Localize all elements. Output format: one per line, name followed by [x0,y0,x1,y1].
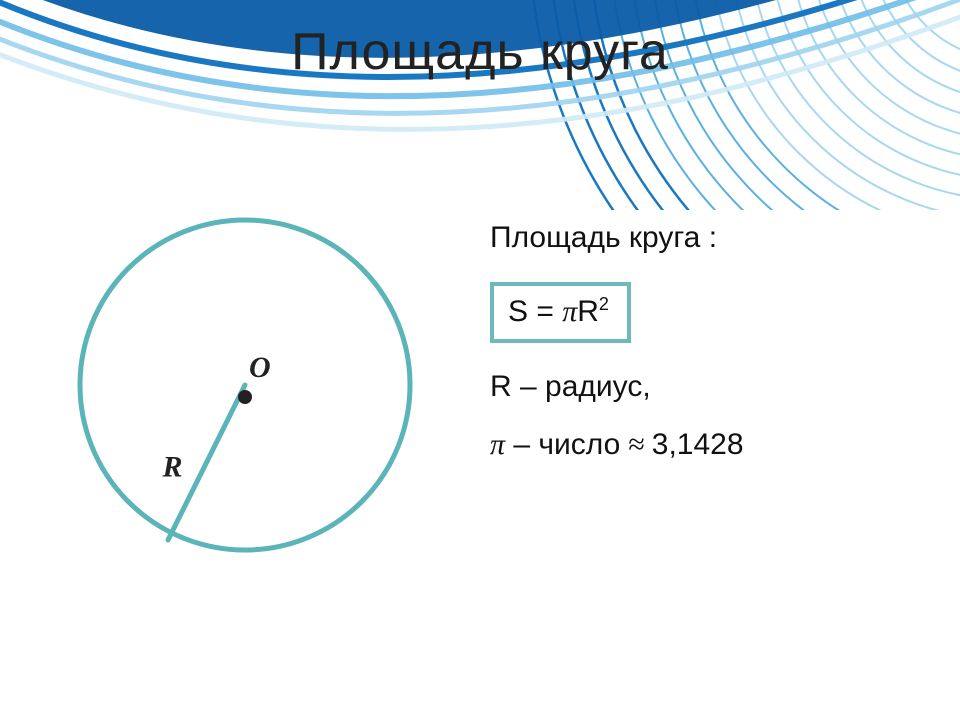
circle-figure: O R [60,200,430,570]
svg-text:O: O [249,351,271,384]
sym-pi2: π [490,428,505,461]
formula-expression: S = πR2 [508,295,609,328]
sym-exp: 2 [599,294,609,314]
svg-text:R: R [161,451,182,484]
area-heading: Площадь круга : [490,220,920,256]
sym-eq: = [528,295,562,328]
pi-value: 3,1428 [652,428,744,461]
radius-line: R – радиус, [490,369,920,405]
slide: Площадь круга O R Площадь круга : S = πR… [0,0,960,720]
pi-text: – число [505,428,620,461]
pi-line: π – число ≈ 3,1428 [490,427,920,463]
sym-pi: π [562,295,577,328]
sym-S: S [508,295,528,328]
radius-text: – радиус, [512,370,651,403]
sym-R2: R [490,370,512,403]
sym-R: R [577,295,599,328]
content-area: O R Площадь круга : S = πR2 R – радиус, … [0,170,960,710]
circle-svg: O R [60,200,430,570]
approx-sym: ≈ [620,428,651,461]
formula-box: S = πR2 [490,282,631,343]
page-title: Площадь круга [0,22,960,82]
formula-block: Площадь круга : S = πR2 R – радиус, π – … [490,220,920,485]
